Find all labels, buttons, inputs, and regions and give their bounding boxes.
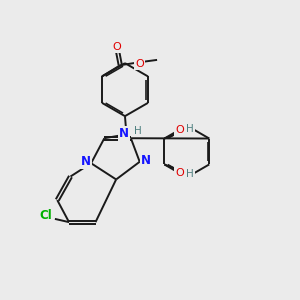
Text: Cl: Cl — [40, 209, 52, 222]
Text: N: N — [81, 155, 91, 168]
Text: O: O — [135, 59, 144, 69]
Text: N: N — [119, 127, 129, 140]
Text: H: H — [134, 126, 142, 136]
Text: O: O — [175, 125, 184, 135]
Text: H: H — [186, 169, 194, 178]
Text: H: H — [186, 124, 194, 134]
Text: O: O — [175, 168, 184, 178]
Text: N: N — [141, 154, 151, 167]
Text: O: O — [112, 42, 121, 52]
